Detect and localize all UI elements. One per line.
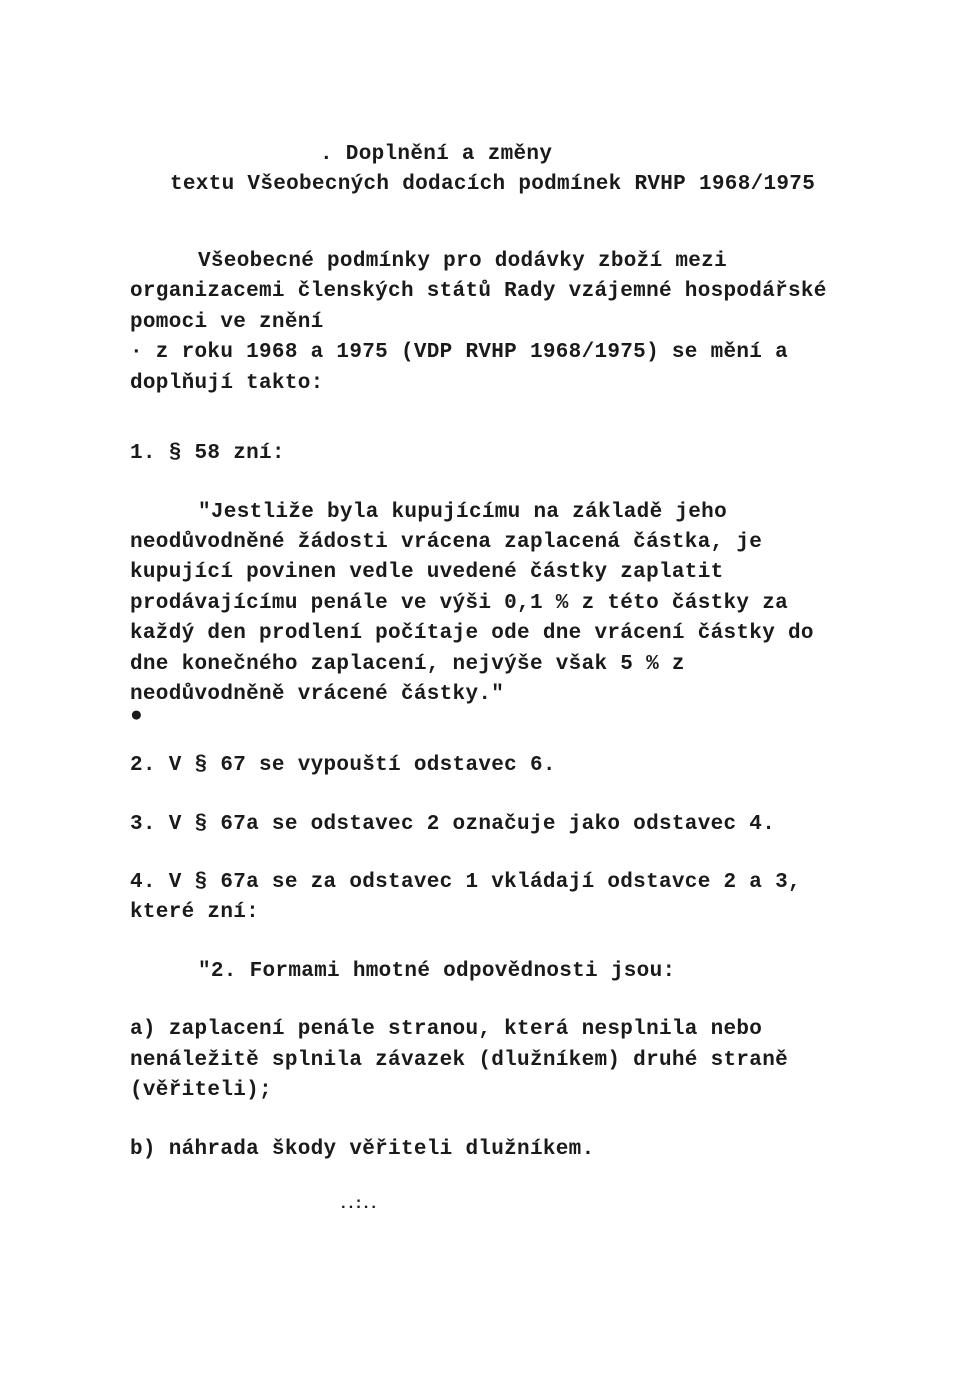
section-2: 2. V § 67 se vypouští odstavec 6. — [130, 751, 845, 781]
title-line-2: textu Všeobecných dodacích podmínek RVHP… — [170, 170, 845, 200]
intro-text-2: · z roku 1968 a 1975 (VDP RVHP 1968/1975… — [130, 338, 845, 399]
footer-mark: ..:.. — [130, 1193, 845, 1216]
section-4-lead: 4. V § 67a se za odstavec 1 vkládají ods… — [130, 868, 845, 929]
document-title: . Doplnění a změny textu Všeobecných dod… — [130, 140, 845, 201]
bullet-icon: ● — [130, 711, 845, 724]
intro-paragraph: Všeobecné podmínky pro dodávky zboží mez… — [130, 247, 845, 399]
section-1-body: "Jestliže byla kupujícímu na základě jeh… — [130, 498, 845, 724]
section-4-quote-2: "2. Formami hmotné odpovědnosti jsou: — [130, 957, 845, 987]
title-line-1: . Doplnění a změny — [170, 140, 845, 170]
intro-text-1: Všeobecné podmínky pro dodávky zboží mez… — [130, 247, 845, 338]
section-1-lead: 1. § 58 zní: — [130, 439, 845, 469]
section-1-quote: "Jestliže byla kupujícímu na základě jeh… — [130, 498, 845, 711]
section-3: 3. V § 67a se odstavec 2 označuje jako o… — [130, 810, 845, 840]
section-4-item-b: b) náhrada škody věřiteli dlužníkem. — [130, 1135, 845, 1165]
section-4-item-a: a) zaplacení penále stranou, která nespl… — [130, 1015, 845, 1106]
document-page: . Doplnění a změny textu Všeobecných dod… — [0, 0, 960, 1276]
